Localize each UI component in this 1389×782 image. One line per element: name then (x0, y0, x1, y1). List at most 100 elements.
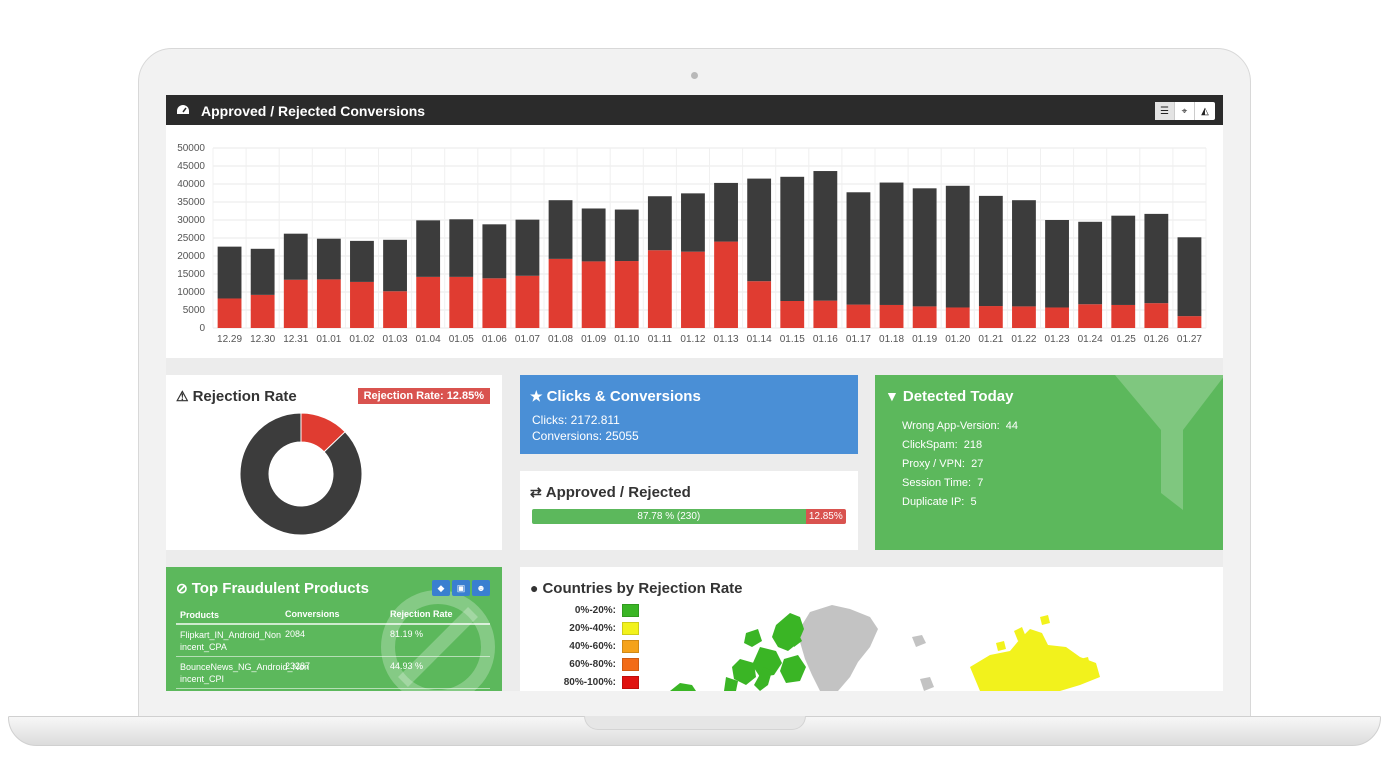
x-tick-label: 01.01 (316, 334, 341, 345)
bar-approved (1045, 220, 1069, 308)
x-tick-label: 12.29 (217, 334, 242, 345)
bar-approved (813, 171, 838, 301)
bar-rejected (1177, 316, 1202, 328)
bar-approved (449, 219, 474, 277)
x-tick-label: 12.30 (250, 334, 275, 345)
detected-today-title: Detected Today (902, 388, 1014, 405)
column-header[interactable]: Rejection Rate (390, 609, 453, 619)
bar-approved (1144, 213, 1169, 304)
briefcase-icon[interactable]: ▣ (452, 580, 470, 596)
table-row[interactable]: Flipkart_IN_Android_Non incent_CPA 2084 … (176, 625, 490, 657)
x-tick-label: 01.27 (1177, 334, 1202, 345)
bar-approved (647, 196, 672, 251)
detected-item: Proxy / VPN: 27 (902, 458, 984, 470)
column-header[interactable]: Conversions (285, 609, 340, 619)
y-tick-label: 25000 (177, 233, 205, 244)
legend-swatch[interactable] (622, 622, 639, 635)
legend-swatch[interactable] (622, 658, 639, 671)
bar-rejected (1045, 307, 1069, 328)
approval-progress-bar: 87.78 % (230) 12.85% (532, 509, 846, 524)
users-icon[interactable]: ☻ (472, 580, 490, 596)
restore-icon[interactable]: ⌖ (1175, 102, 1195, 120)
bar-rejected (449, 276, 474, 328)
bar-rejected (250, 294, 275, 328)
bar-rejected (416, 276, 441, 328)
bar-approved (350, 240, 374, 282)
x-tick-label: 01.13 (714, 334, 739, 345)
y-tick-label: 20000 (177, 251, 205, 262)
legend-item: 0%-20%: (560, 604, 639, 617)
dashboard-screen: Approved / Rejected Conversions ☰ ⌖ ◭ 0 5… (166, 95, 1223, 691)
y-tick-label: 10000 (177, 287, 205, 298)
bar-rejected (747, 281, 772, 328)
column-header[interactable]: Products (180, 610, 220, 620)
bar-approved (383, 239, 407, 292)
legend-label: 60%-80%: (569, 659, 616, 670)
camera (691, 72, 698, 79)
x-tick-label: 01.11 (648, 334, 673, 345)
bar-approved (581, 208, 606, 262)
y-tick-label: 0 (199, 323, 205, 334)
x-tick-label: 01.06 (482, 334, 507, 345)
bar-rejected (846, 304, 871, 328)
bar-rejected (515, 275, 540, 328)
rejection-donut-chart (239, 412, 363, 536)
legend-swatch[interactable] (622, 676, 639, 689)
chart-body: 0 5000 10000 15000 20000 25000 30000 35000 40000… (166, 125, 1223, 358)
bar-approved (217, 246, 242, 299)
table-row[interactable]: BounceNews_NG_Android_Non incent_CPI 232… (176, 657, 490, 689)
area-chart-icon[interactable]: ◭ (1201, 105, 1209, 117)
bar-rejected (581, 261, 606, 328)
funnel-background-icon (1115, 375, 1223, 510)
fraud-products-title: Top Fraudulent Products (191, 580, 369, 597)
countries-title: Countries by Rejection Rate (542, 580, 743, 597)
bar-rejected (316, 279, 341, 328)
world-map[interactable] (520, 567, 1223, 691)
legend-label: 80%-100%: (563, 677, 616, 688)
bar-rejected (350, 281, 374, 328)
star-icon: ★ (530, 388, 543, 404)
bar-rejected (1144, 303, 1169, 328)
legend-label: 40%-60%: (569, 641, 616, 652)
rejected-progress-segment: 12.85% (805, 509, 846, 524)
exchange-icon: ⇄ (530, 484, 542, 500)
bar-rejected (614, 261, 639, 328)
bar-rejected (283, 279, 308, 328)
data-view-icon[interactable]: ☰ (1155, 102, 1175, 120)
x-tick-label: 01.24 (1078, 334, 1103, 345)
ban-icon: ⊘ (176, 580, 188, 596)
filter-icon: ▼ (885, 388, 899, 404)
legend-item: 80%-100%: (560, 676, 639, 689)
y-tick-label: 15000 (177, 269, 205, 280)
x-tick-label: 01.23 (1045, 334, 1070, 345)
product-rejection-rate: 44.93 % (390, 661, 424, 671)
table-header: Products Conversions Rejection Rate (176, 605, 490, 625)
legend-swatch[interactable] (622, 604, 639, 617)
detected-item: Duplicate IP: 5 (902, 496, 977, 508)
bar-approved (614, 209, 639, 262)
clicks-line: Clicks: 2172.811 (532, 413, 620, 427)
bar-approved (780, 176, 805, 301)
product-conversions: 2084 (285, 629, 306, 639)
dashboard-icon (177, 105, 189, 114)
bar-approved (250, 248, 275, 295)
bar-approved (747, 178, 772, 282)
chart-panel-header: Approved / Rejected Conversions ☰ ⌖ ◭ (166, 95, 1223, 125)
countries-card: ● Countries by Rejection Rate 0%-20%: 20%… (520, 567, 1223, 691)
product-name: BounceNews_NG_Android_Non incent_CPI (180, 662, 310, 684)
rejection-rate-title: Rejection Rate (192, 388, 297, 405)
product-name: Flipkart_IN_Android_Non incent_CPA (180, 630, 282, 652)
bar-rejected (714, 241, 738, 328)
x-tick-label: 01.12 (680, 334, 705, 345)
x-tick-label: 01.16 (813, 334, 838, 345)
legend-swatch[interactable] (622, 640, 639, 653)
x-tick-label: 01.22 (1011, 334, 1036, 345)
warning-icon: ⚠ (176, 388, 189, 404)
bar-approved (1111, 215, 1136, 305)
detected-today-card: ▼ Detected Today Wrong App-Version: 44 Cl… (875, 375, 1223, 550)
bar-rejected (217, 298, 242, 328)
detected-item: Session Time: 7 (902, 477, 984, 489)
bar-rejected (681, 251, 705, 328)
bar-rejected (945, 307, 970, 328)
cube-icon[interactable]: ◆ (432, 580, 450, 596)
